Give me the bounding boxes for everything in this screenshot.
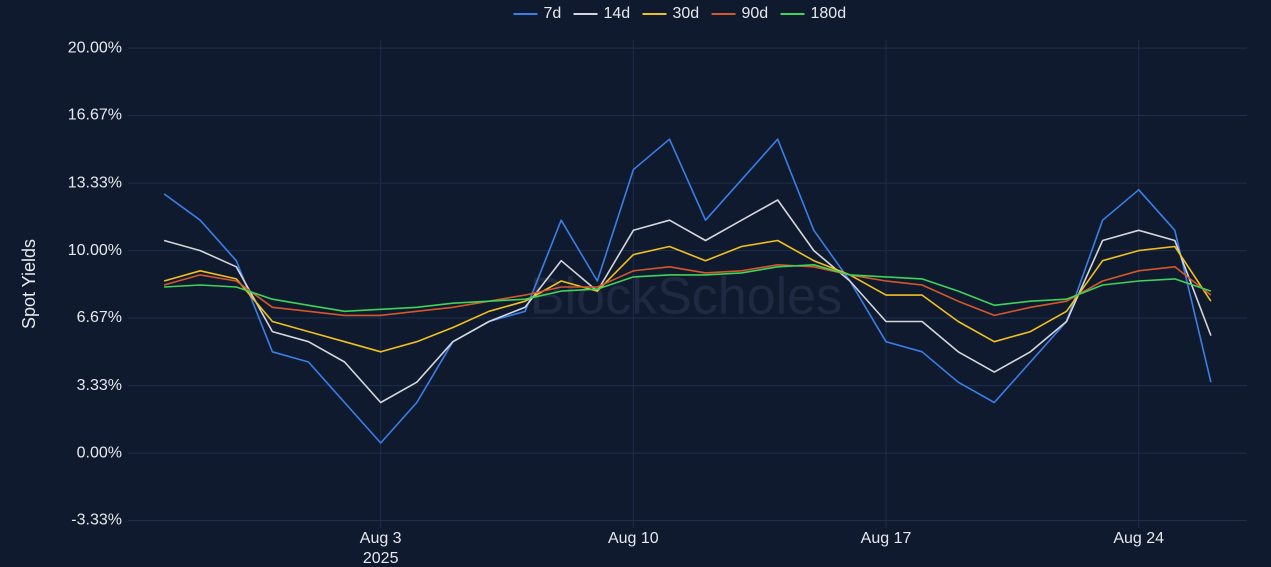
- legend: 7d 14d 30d 90d 180d: [513, 5, 847, 22]
- watermark: BlockScholes: [530, 268, 842, 326]
- y-tick-label: 3.33%: [77, 377, 122, 394]
- legend-label: 30d: [673, 5, 700, 22]
- series-line: [163, 264, 1212, 317]
- x-tick-label: Aug 24: [1113, 530, 1164, 547]
- y-tick-label: 20.00%: [68, 39, 122, 56]
- x-tick-label: Aug 17: [861, 530, 912, 547]
- series-line: [163, 239, 1212, 353]
- legend-label: 180d: [811, 5, 847, 22]
- y-tick-label: 10.00%: [68, 242, 122, 259]
- x-tick-label: Aug 3: [360, 530, 402, 547]
- y-tick-label: 13.33%: [68, 174, 122, 191]
- y-tick-label: 6.67%: [77, 309, 122, 326]
- series-line: [163, 138, 1212, 444]
- series-line: [164, 264, 1212, 313]
- legend-label: 7d: [544, 5, 562, 22]
- legend-label: 14d: [604, 5, 631, 22]
- series-line: [163, 199, 1212, 404]
- x-tick-year: 2025: [363, 550, 399, 567]
- x-tick-label: Aug 10: [608, 530, 659, 547]
- y-axis-title: Spot Yields: [19, 239, 39, 329]
- legend-label: 90d: [742, 5, 769, 22]
- grid: [128, 40, 1247, 528]
- y-tick-label: -3.33%: [71, 512, 122, 529]
- y-tick-label: 0.00%: [77, 444, 122, 461]
- y-tick-label: 16.67%: [68, 107, 122, 124]
